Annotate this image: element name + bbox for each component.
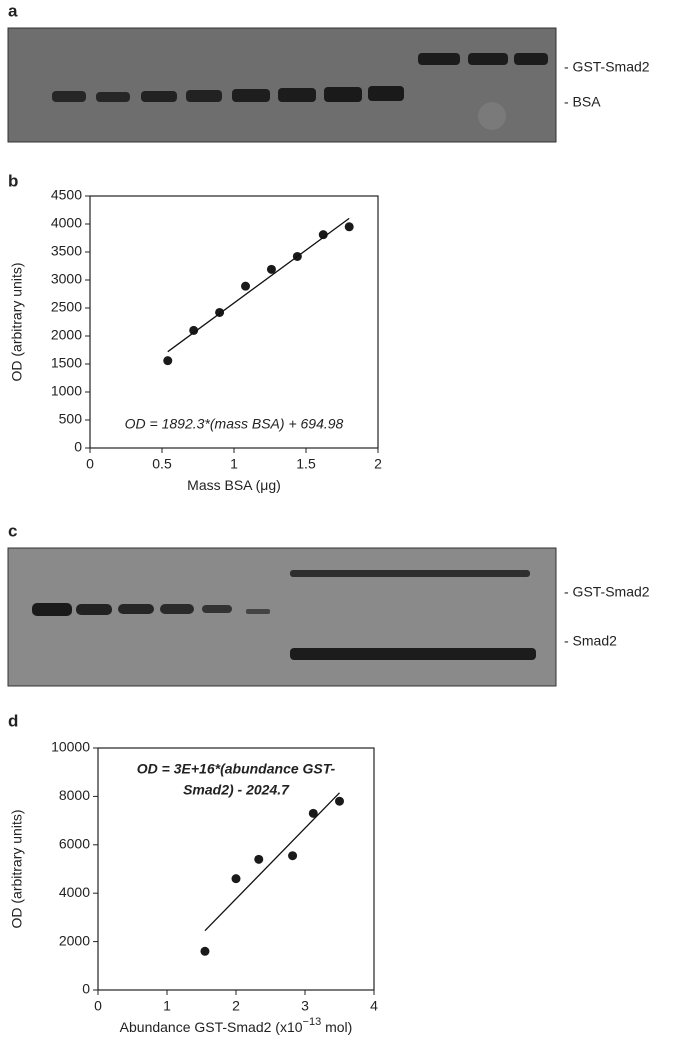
panel-label: c: [8, 521, 17, 540]
panel-label: a: [8, 1, 18, 20]
y-tick-label: 500: [59, 411, 83, 427]
data-point: [308, 808, 318, 818]
annotation: OD = 3E+16*(abundance GST-: [137, 761, 336, 777]
y-tick-label: 0: [74, 439, 82, 455]
band-label: - BSA: [564, 94, 601, 110]
x-axis-label-part: −13: [303, 1016, 322, 1028]
x-axis-label-part: μ: [260, 477, 268, 493]
gel-image: [7, 547, 557, 687]
gel-image: [7, 27, 557, 143]
y-tick-label: 4000: [59, 884, 90, 900]
y-tick-label: 1000: [51, 383, 82, 399]
data-point: [163, 356, 173, 366]
x-tick-label: 1: [230, 456, 238, 472]
x-tick-label: 3: [301, 998, 309, 1014]
y-tick-label: 4500: [51, 187, 82, 203]
x-axis-label-part: Mass BSA (: [187, 477, 260, 493]
y-tick-label: 4000: [51, 215, 82, 231]
x-tick-label: 4: [370, 998, 378, 1014]
panel-label: d: [8, 711, 18, 730]
data-point: [241, 281, 251, 291]
y-axis-label: OD (arbitrary units): [9, 262, 25, 381]
y-tick-label: 8000: [59, 787, 90, 803]
data-point: [288, 851, 298, 861]
x-tick-label: 0: [86, 456, 94, 472]
band-label: - GST-Smad2: [564, 59, 650, 75]
data-point: [318, 230, 328, 240]
data-point: [231, 874, 241, 884]
x-axis-label-part: mol): [321, 1019, 352, 1035]
x-axis-label: Mass BSA (μg): [187, 477, 281, 493]
annotation: OD = 1892.3*(mass BSA) + 694.98: [125, 416, 344, 432]
y-tick-label: 3500: [51, 243, 82, 259]
x-axis-label: Abundance GST-Smad2 (x10−13 mol): [120, 1016, 353, 1035]
y-tick-label: 3000: [51, 271, 82, 287]
x-tick-label: 2: [232, 998, 240, 1014]
x-tick-label: 0: [94, 998, 102, 1014]
y-axis-label: OD (arbitrary units): [9, 809, 25, 928]
data-point: [335, 796, 344, 806]
fit-line: [204, 792, 340, 932]
data-point: [189, 325, 199, 335]
y-tick-label: 10000: [51, 739, 90, 755]
x-tick-label: 1.5: [296, 456, 316, 472]
panel-label: b: [8, 171, 18, 190]
annotation: Smad2) - 2024.7: [183, 782, 290, 798]
data-point: [344, 222, 354, 232]
data-point: [266, 264, 276, 274]
plot-frame: [89, 195, 379, 449]
band-label: - GST-Smad2: [564, 584, 650, 600]
y-tick-label: 0: [82, 981, 90, 997]
data-point: [200, 946, 210, 956]
x-tick-label: 2: [374, 456, 382, 472]
x-axis-label-part: g): [268, 477, 280, 493]
y-tick-label: 1500: [51, 355, 82, 371]
y-tick-label: 6000: [59, 836, 90, 852]
y-tick-label: 2000: [59, 932, 90, 948]
y-tick-label: 2000: [51, 327, 82, 343]
band-label: - Smad2: [564, 633, 617, 649]
y-tick-label: 2500: [51, 299, 82, 315]
fit-line: [167, 217, 350, 353]
x-axis-label-part: Abundance GST-Smad2 (x10: [120, 1019, 303, 1035]
data-point: [254, 854, 264, 864]
x-tick-label: 0.5: [152, 456, 172, 472]
x-tick-label: 1: [163, 998, 171, 1014]
